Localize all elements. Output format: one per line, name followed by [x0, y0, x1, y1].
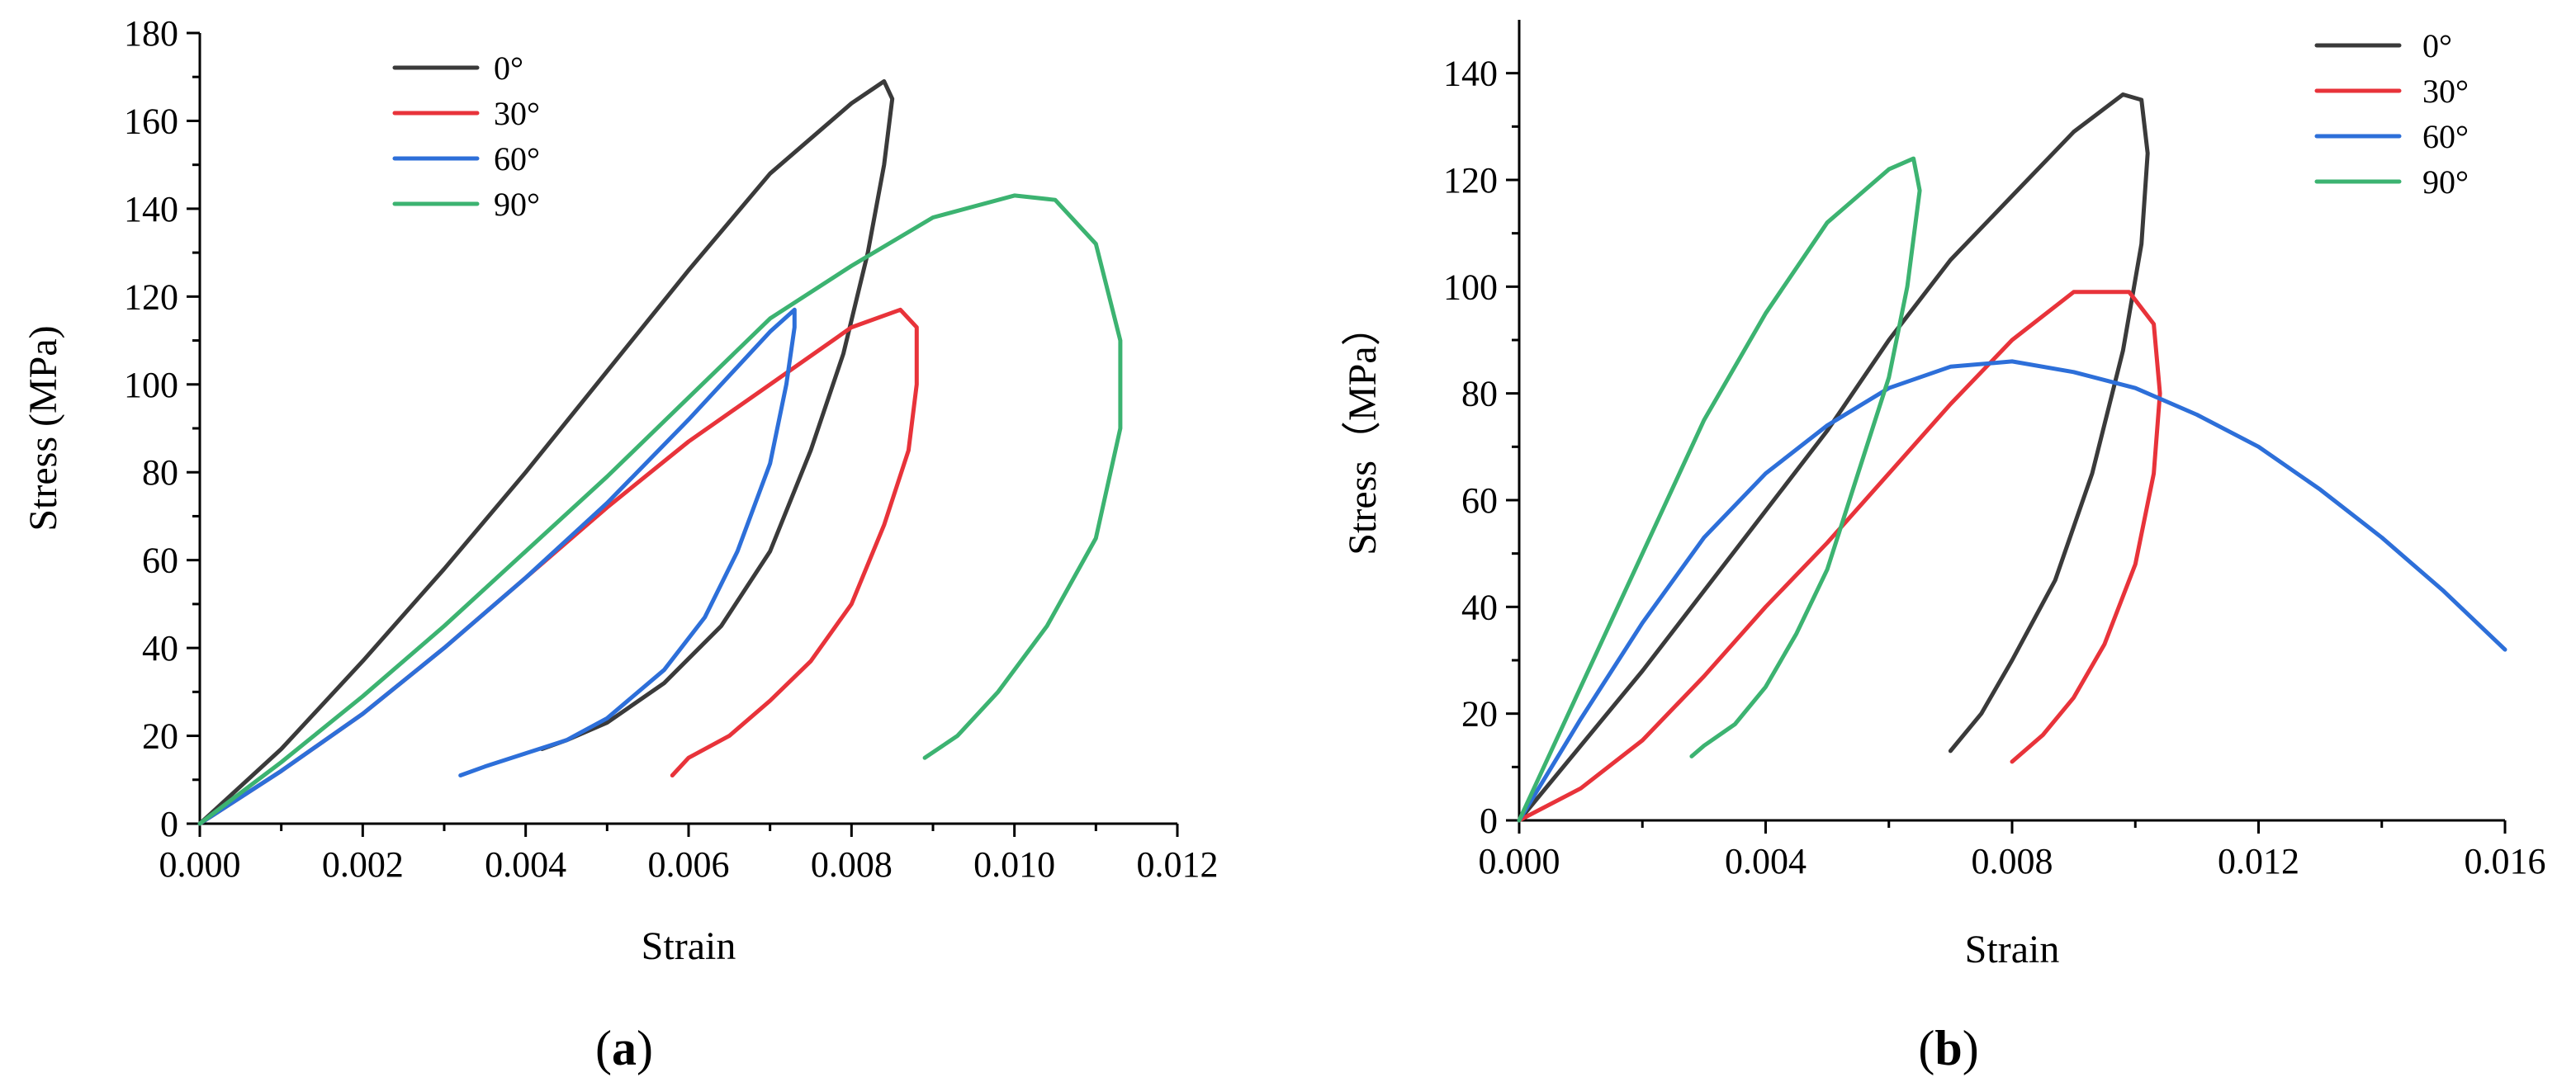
panel-a-x-tick-label: 0.012 — [1137, 844, 1219, 885]
panel-a-y-tick-label: 180 — [124, 13, 178, 54]
panel-a-y-tick-label: 0 — [160, 804, 178, 844]
panel-a-caption-close: ) — [637, 1021, 653, 1075]
panel-a-x-tick-label: 0.004 — [485, 844, 566, 885]
panel-a-series-line-0 — [197, 79, 895, 826]
panel-b-caption-open: ( — [1918, 1021, 1934, 1075]
panel-a-legend-label-0: 0° — [494, 50, 523, 87]
panel-a-legend-label-2: 60° — [494, 140, 540, 177]
panel-a-legend-label-1: 30° — [494, 95, 540, 132]
panel-b-y-tick-label: 20 — [1461, 694, 1498, 735]
panel-a-y-tick-label: 140 — [124, 189, 178, 229]
panel-a-y-tick-label: 40 — [142, 628, 178, 669]
panel-b-series-line-0 — [1517, 92, 2150, 823]
panel-b-x-tick-label: 0.004 — [1725, 841, 1807, 881]
panel-a-ticks: 0.000 0.002 0.004 0.006 0.008 0.010 0.012 0 20 40… — [124, 13, 1219, 885]
panel-a-x-axis-title: Strain — [642, 924, 736, 968]
panel-a-legend: 0° 30° 60° 90° — [392, 50, 540, 223]
panel-b-caption-close: ) — [1963, 1021, 1979, 1075]
panel-b-y-tick-label: 140 — [1443, 54, 1498, 94]
panel-a: 0.000 0.002 0.004 0.006 0.008 0.010 0.012 0 20 40… — [21, 13, 1219, 1075]
panel-a-y-tick-label: 20 — [142, 716, 178, 757]
panel-b-y-axis-title: Stress（MPa） — [1341, 306, 1385, 555]
panel-b-x-tick-label: 0.012 — [2218, 841, 2299, 881]
panel-a-x-tick-label: 0.002 — [322, 844, 404, 885]
panel-b-series-line-3 — [1517, 156, 1922, 823]
panel-b-legend-label-3: 90° — [2422, 163, 2469, 201]
panel-a-caption: (a) — [595, 1021, 653, 1075]
panel-b-caption-letter: b — [1934, 1021, 1962, 1075]
panel-b-caption: (b) — [1918, 1021, 1978, 1075]
panel-b-series-line-2 — [1517, 359, 2507, 823]
panel-b-x-tick-label: 0.000 — [1479, 841, 1560, 881]
panel-a-series-line-3 — [197, 193, 1123, 826]
panel-a-y-tick-label: 120 — [124, 276, 178, 317]
panel-b-x-tick-label: 0.008 — [1972, 841, 2053, 881]
panel-a-y-axis-title: Stress (MPa) — [21, 325, 65, 531]
panel-a-y-tick-label: 160 — [124, 101, 178, 141]
panel-a-legend-label-3: 90° — [494, 186, 540, 223]
panel-b-y-tick-label: 40 — [1461, 587, 1498, 627]
panel-a-caption-letter: a — [612, 1021, 637, 1075]
panel-a-x-tick-label: 0.010 — [973, 844, 1055, 885]
panel-a-curves — [197, 79, 1123, 826]
panel-a-x-tick-label: 0.006 — [648, 844, 730, 885]
panel-b-y-tick-label: 100 — [1443, 267, 1498, 307]
panel-b: 0.000 0.004 0.008 0.012 0.016 0 20 40 60 80 100 120… — [1341, 20, 2546, 1075]
panel-b-ticks: 0.000 0.004 0.008 0.012 0.016 0 20 40 60 80 100 120… — [1443, 54, 2546, 881]
panel-b-legend-label-2: 60° — [2422, 118, 2469, 155]
panel-b-legend: 0° 30° 60° 90° — [2314, 27, 2469, 201]
panel-b-legend-label-1: 30° — [2422, 73, 2469, 110]
panel-a-y-tick-label: 100 — [124, 365, 178, 405]
panel-b-x-tick-label: 0.016 — [2465, 841, 2546, 881]
panel-a-caption-open: ( — [595, 1021, 612, 1075]
panel-a-series-line-2 — [197, 307, 797, 826]
panel-b-y-tick-label: 0 — [1480, 801, 1498, 841]
panel-b-curves — [1517, 92, 2507, 823]
panel-a-x-tick-label: 0.008 — [811, 844, 893, 885]
panel-a-y-tick-label: 80 — [142, 452, 178, 493]
panel-b-y-tick-label: 120 — [1443, 160, 1498, 201]
panel-a-y-tick-label: 60 — [142, 541, 178, 581]
panel-a-x-tick-label: 0.000 — [159, 844, 241, 885]
panel-b-legend-label-0: 0° — [2422, 27, 2452, 64]
panel-b-series-line-1 — [1517, 290, 2162, 823]
panel-b-x-axis-title: Strain — [1965, 928, 2060, 971]
panel-b-y-tick-label: 80 — [1461, 374, 1498, 414]
panel-b-y-tick-label: 60 — [1461, 480, 1498, 521]
